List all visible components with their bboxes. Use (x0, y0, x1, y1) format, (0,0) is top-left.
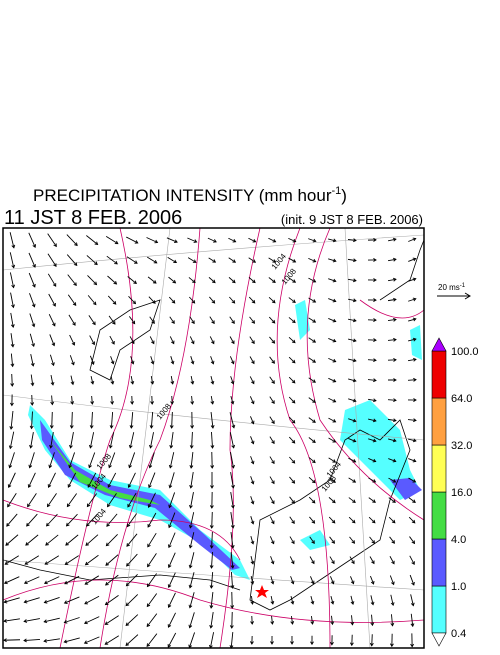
wind-shaft (372, 634, 373, 646)
wind-scale: 20 ms-1 (437, 283, 470, 299)
colorbar-label: 16.0 (451, 487, 472, 499)
wind-scale-exponent: -1 (460, 283, 466, 289)
colorbar-label: 32.0 (451, 440, 472, 452)
colorbar-segment (432, 586, 446, 633)
colorbar-label: 0.4 (451, 628, 466, 640)
colorbar-under (432, 633, 446, 646)
wind-scale-text: 20 ms (438, 283, 460, 292)
colorbar-over (432, 338, 446, 351)
title-exponent: -1 (331, 185, 341, 197)
colorbar-label: 4.0 (451, 534, 466, 546)
title-text: PRECIPITATION INTENSITY (mm hour (33, 186, 332, 205)
wind-shaft (4, 640, 20, 641)
colorbar-segment (432, 492, 446, 539)
valid-time: 11 JST 8 FEB. 2006 (4, 207, 182, 229)
colorbar: 0.4 1.0 4.0 16.0 32.0 64.0 100.0 (432, 338, 479, 646)
colorbar-segment (432, 539, 446, 586)
title-end: ) (341, 186, 347, 205)
colorbar-segment (432, 398, 446, 445)
colorbar-label: 100.0 (451, 346, 479, 358)
wind-scale-label: 20 ms-1 (438, 283, 466, 292)
map-title: PRECIPITATION INTENSITY (mm hour-1) (33, 185, 347, 205)
colorbar-segment (432, 445, 446, 492)
wind-shaft (212, 512, 213, 528)
wind-shaft (52, 412, 53, 428)
init-time: (init. 9 JST 8 FEB. 2006) (281, 212, 423, 227)
wind-shaft (12, 374, 13, 386)
colorbar-label: 64.0 (451, 393, 472, 405)
colorbar-segment (432, 351, 446, 398)
colorbar-label: 1.0 (451, 581, 466, 593)
wind-shaft (72, 412, 73, 428)
